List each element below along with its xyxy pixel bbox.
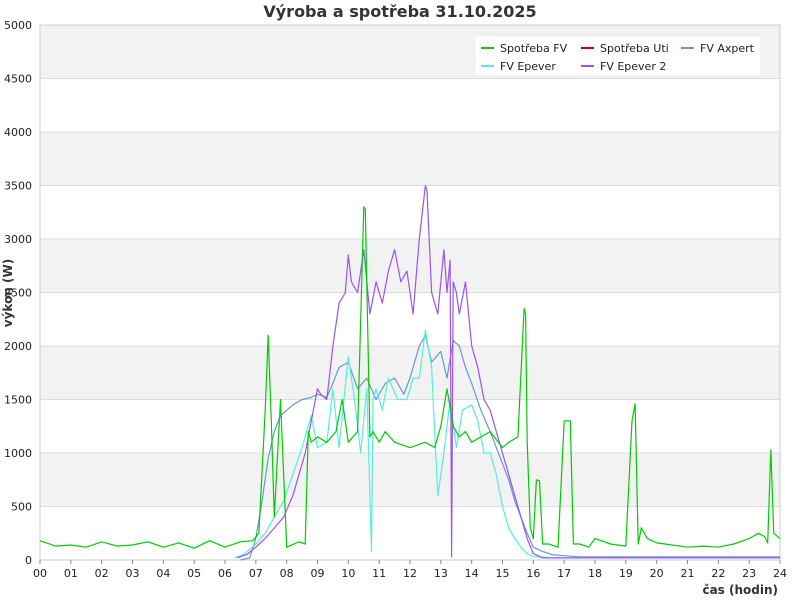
x-tick-label: 08 <box>280 567 294 580</box>
series-line-fv-epever-2 <box>237 184 780 559</box>
series-line-spot-eba-fv <box>39 206 781 549</box>
x-tick-label: 12 <box>403 567 417 580</box>
series-line-fv-axpert <box>240 334 780 561</box>
x-tick-label: 21 <box>681 567 695 580</box>
x-tick-label: 19 <box>619 567 633 580</box>
legend-label: Spotřeba FV <box>500 42 568 55</box>
grid-band <box>40 453 780 507</box>
x-tick-label: 05 <box>187 567 201 580</box>
x-tick-label: 17 <box>557 567 571 580</box>
y-axis-label: výkon (W) <box>1 259 15 327</box>
y-tick-label: 2000 <box>4 340 32 353</box>
x-tick-label: 03 <box>126 567 140 580</box>
y-tick-label: 5000 <box>4 19 32 32</box>
x-tick-label: 23 <box>742 567 756 580</box>
x-tick-label: 00 <box>33 567 47 580</box>
x-tick-label: 01 <box>64 567 78 580</box>
legend-label: FV Epever <box>500 60 556 73</box>
legend-label: FV Epever 2 <box>600 60 666 73</box>
legend-label: FV Axpert <box>700 42 755 55</box>
x-tick-label: 07 <box>249 567 263 580</box>
x-tick-label: 04 <box>156 567 170 580</box>
chart-title: Výroba a spotřeba 31.10.2025 <box>263 2 536 21</box>
grid-band <box>40 132 780 186</box>
grid-band <box>40 346 780 400</box>
legend-label: Spotřeba Uti <box>600 42 669 55</box>
y-tick-label: 500 <box>11 501 32 514</box>
x-axis-label: čas (hodin) <box>702 583 778 597</box>
series-line-fv-epever <box>234 329 780 559</box>
y-tick-label: 1000 <box>4 447 32 460</box>
y-tick-label: 3000 <box>4 233 32 246</box>
x-tick-label: 10 <box>341 567 355 580</box>
x-tick-label: 13 <box>434 567 448 580</box>
x-tick-label: 15 <box>496 567 510 580</box>
y-tick-label: 1500 <box>4 394 32 407</box>
x-tick-label: 22 <box>711 567 725 580</box>
x-tick-label: 16 <box>526 567 540 580</box>
series-group <box>39 184 781 561</box>
x-tick-label: 06 <box>218 567 232 580</box>
legend: Spotřeba FV Spotřeba Uti FV Axpert FV Epeve… <box>474 35 762 77</box>
x-tick-label: 02 <box>95 567 109 580</box>
x-tick-label: 11 <box>372 567 386 580</box>
legend-box <box>474 35 762 77</box>
grid-bands <box>40 25 780 507</box>
y-tick-label: 4000 <box>4 126 32 139</box>
y-tick-label: 4500 <box>4 73 32 86</box>
x-axis-ticks: 00 01 02 03 04 05 06 07 08 09 10 11 12 13 14 15 16 17 18 19… <box>33 560 787 580</box>
y-tick-label: 3500 <box>4 180 32 193</box>
x-tick-label: 09 <box>311 567 325 580</box>
y-axis-ticks: 0 500 1000 1500 2000 2500 3000 3500 4000 4500 5000 <box>4 19 32 567</box>
x-tick-label: 14 <box>465 567 479 580</box>
x-tick-label: 24 <box>773 567 787 580</box>
x-tick-label: 20 <box>650 567 664 580</box>
x-tick-label: 18 <box>588 567 602 580</box>
grid-band <box>40 239 780 293</box>
y-tick-label: 0 <box>25 554 32 567</box>
y-tick-label: 2500 <box>4 287 32 300</box>
